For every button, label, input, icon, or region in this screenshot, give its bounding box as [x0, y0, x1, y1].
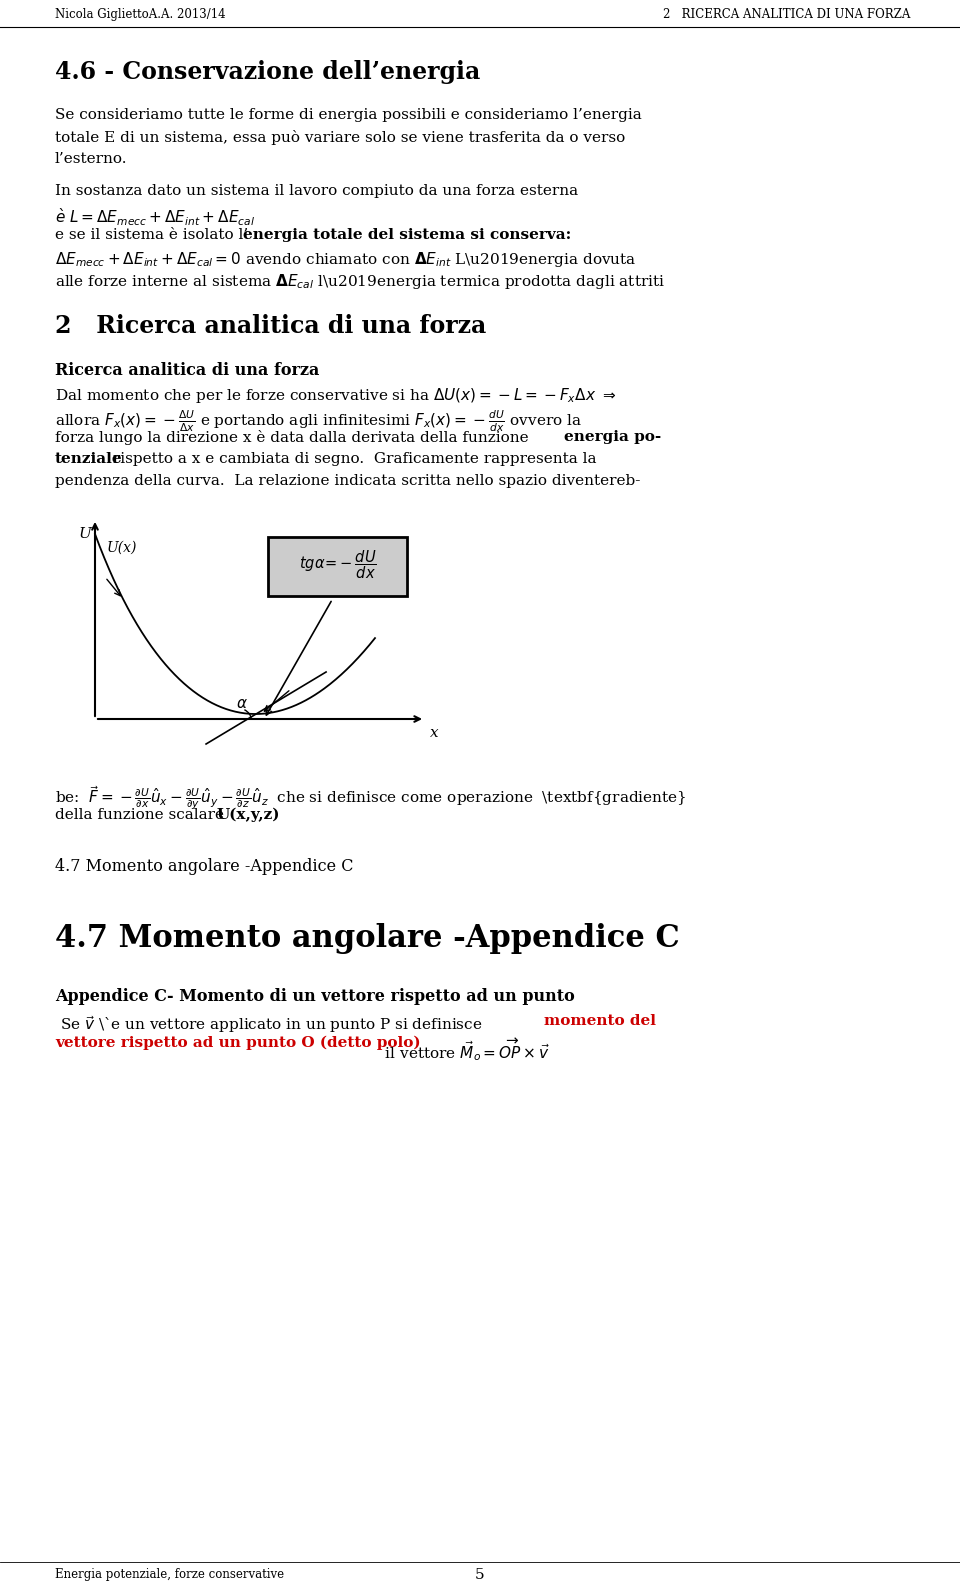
Text: be:  $\vec{F} = -\frac{\partial U}{\partial x}\hat{u}_x - \frac{\partial U}{\par: be: $\vec{F} = -\frac{\partial U}{\parti… — [55, 783, 686, 812]
Text: 2   RICERCA ANALITICA DI UNA FORZA: 2 RICERCA ANALITICA DI UNA FORZA — [662, 8, 910, 21]
Text: $\grave{e}\ L = \Delta E_{mecc} + \Delta E_{int} + \Delta E_{cal}$: $\grave{e}\ L = \Delta E_{mecc} + \Delta… — [55, 207, 255, 227]
Text: energia po-: energia po- — [564, 431, 661, 443]
Text: e se il sistema è isolato l’: e se il sistema è isolato l’ — [55, 227, 249, 242]
Text: $\alpha$: $\alpha$ — [236, 698, 248, 710]
Text: pendenza della curva.  La relazione indicata scritta nello spazio diventereb-: pendenza della curva. La relazione indic… — [55, 474, 640, 488]
Text: allora $F_x(x) = -\frac{\Delta U}{\Delta x}$ e portando agli infinitesimi $F_x(x: allora $F_x(x) = -\frac{\Delta U}{\Delta… — [55, 408, 582, 434]
Text: x: x — [430, 726, 439, 740]
Text: il vettore $\vec{M}_o = \overrightarrow{OP} \times \vec{v}$: il vettore $\vec{M}_o = \overrightarrow{… — [380, 1036, 550, 1063]
Text: 4.6 - Conservazione dell’energia: 4.6 - Conservazione dell’energia — [55, 60, 480, 84]
Text: Se consideriamo tutte le forme di energia possibili e consideriamo l’energia: Se consideriamo tutte le forme di energi… — [55, 108, 641, 122]
Text: Energia potenziale, forze conservative: Energia potenziale, forze conservative — [55, 1568, 284, 1581]
Text: forza lungo la direzione x è data dalla derivata della funzione: forza lungo la direzione x è data dalla … — [55, 431, 534, 445]
Text: 4.7 Momento angolare -Appendice C: 4.7 Momento angolare -Appendice C — [55, 923, 680, 953]
Text: tenziale: tenziale — [55, 451, 123, 466]
Text: $tg\alpha\!=\!-\dfrac{dU}{dx}$: $tg\alpha\!=\!-\dfrac{dU}{dx}$ — [299, 548, 376, 580]
Text: momento del: momento del — [544, 1014, 656, 1028]
Text: 4.7 Momento angolare -Appendice C: 4.7 Momento angolare -Appendice C — [55, 858, 353, 876]
Text: Se $\vec{v}$ \`e un vettore applicato in un punto P si definisce: Se $\vec{v}$ \`e un vettore applicato in… — [60, 1014, 484, 1034]
Text: rispetto a x e cambiata di segno.  Graficamente rappresenta la: rispetto a x e cambiata di segno. Grafic… — [108, 451, 596, 466]
Text: U(x): U(x) — [107, 540, 137, 555]
Text: Ricerca analitica di una forza: Ricerca analitica di una forza — [55, 362, 320, 380]
Text: Nicola GigliettoA.A. 2013/14: Nicola GigliettoA.A. 2013/14 — [55, 8, 226, 21]
Text: vettore rispetto ad un punto O (detto polo): vettore rispetto ad un punto O (detto po… — [55, 1036, 420, 1050]
Text: Dal momento che per le forze conservative si ha $\Delta U(x) = -L = -F_x\Delta x: Dal momento che per le forze conservativ… — [55, 386, 616, 405]
Text: energia totale del sistema si conserva:: energia totale del sistema si conserva: — [243, 227, 571, 242]
Text: l’esterno.: l’esterno. — [55, 153, 128, 165]
Text: alle forze interne al sistema $\boldsymbol{\Delta E_{cal}}$ l\u2019energia termi: alle forze interne al sistema $\boldsymb… — [55, 272, 665, 291]
Text: $\Delta E_{mecc} + \Delta E_{int} + \Delta E_{cal} = 0$ avendo chiamato con $\bo: $\Delta E_{mecc} + \Delta E_{int} + \Del… — [55, 249, 636, 269]
Text: della funzione scalare: della funzione scalare — [55, 807, 228, 822]
Text: totale E di un sistema, essa può variare solo se viene trasferita da o verso: totale E di un sistema, essa può variare… — [55, 130, 625, 145]
Text: 5: 5 — [475, 1568, 485, 1583]
Text: In sostanza dato un sistema il lavoro compiuto da una forza esterna: In sostanza dato un sistema il lavoro co… — [55, 184, 578, 199]
FancyBboxPatch shape — [268, 537, 407, 596]
Text: U: U — [79, 528, 92, 540]
Text: 2   Ricerca analitica di una forza: 2 Ricerca analitica di una forza — [55, 315, 487, 338]
Text: U(x,y,z): U(x,y,z) — [217, 807, 280, 823]
Text: Appendice C- Momento di un vettore rispetto ad un punto: Appendice C- Momento di un vettore rispe… — [55, 988, 575, 1004]
